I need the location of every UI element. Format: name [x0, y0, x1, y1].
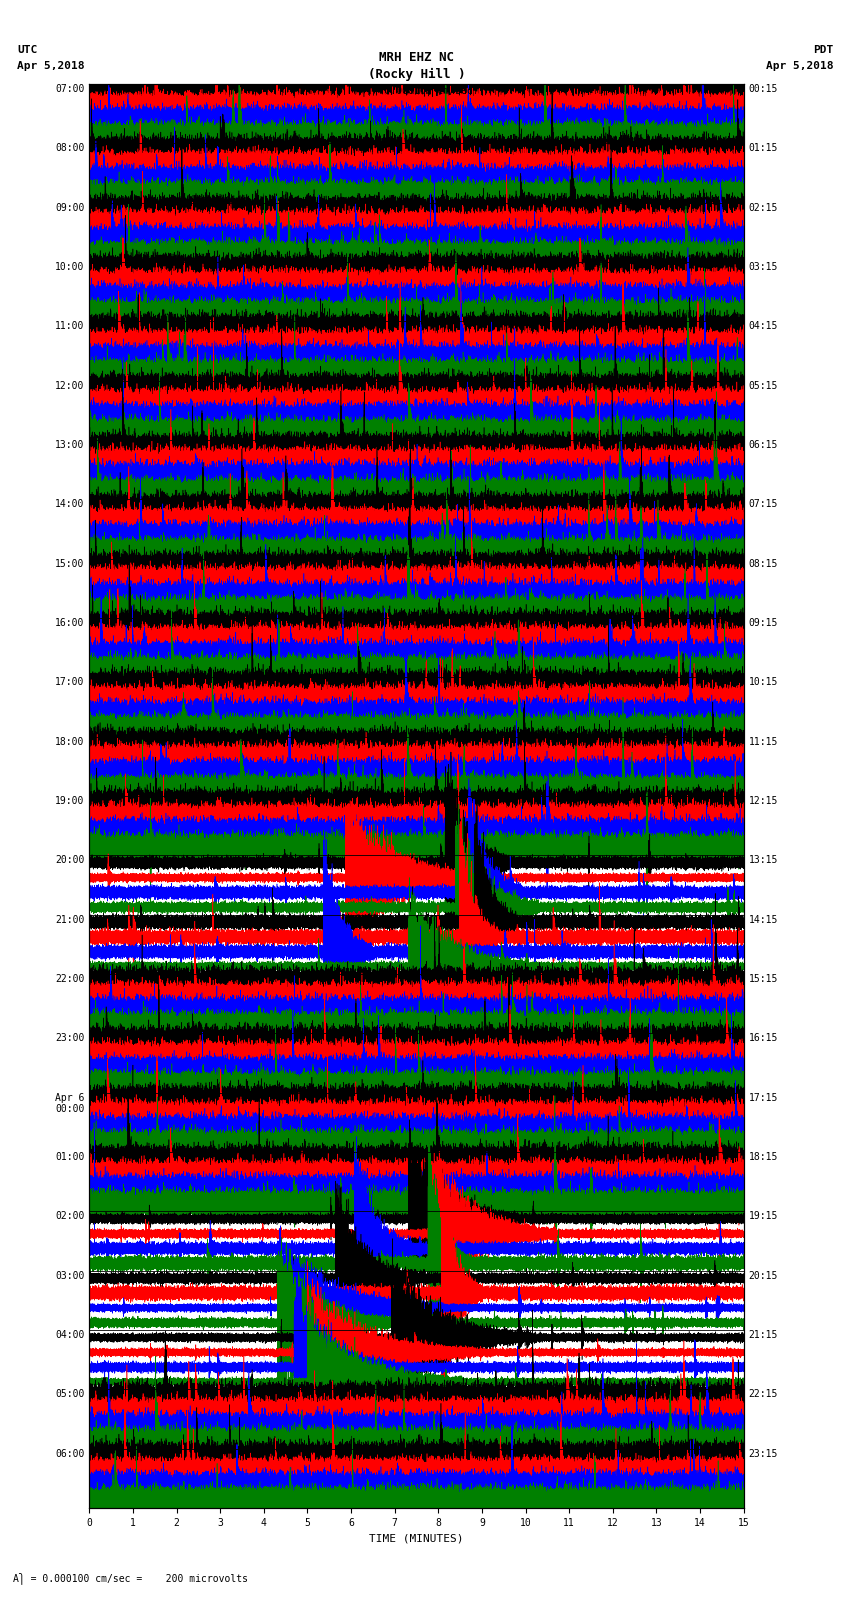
Bar	[89, 203, 155, 261]
Text: Apr 5,2018: Apr 5,2018	[17, 61, 84, 71]
Bar	[89, 440, 167, 500]
Bar	[89, 144, 167, 203]
Bar	[89, 261, 155, 321]
Text: MRH EHZ NC: MRH EHZ NC	[379, 50, 454, 65]
Bar	[89, 321, 155, 381]
Bar	[89, 84, 167, 144]
Text: A⎫ = 0.000100 cm/sec =    200 microvolts: A⎫ = 0.000100 cm/sec = 200 microvolts	[13, 1573, 247, 1584]
Bar	[89, 381, 167, 440]
Bar	[89, 440, 155, 500]
Bar	[89, 84, 155, 144]
Bar	[89, 203, 167, 261]
Bar	[89, 381, 155, 440]
Bar	[89, 797, 155, 855]
Bar	[89, 618, 155, 677]
Bar	[89, 677, 155, 737]
Text: Apr 5,2018: Apr 5,2018	[766, 61, 833, 71]
Bar	[89, 500, 155, 558]
Bar	[89, 558, 155, 618]
Text: UTC: UTC	[17, 45, 37, 55]
Bar	[89, 737, 155, 797]
Bar	[89, 144, 155, 203]
X-axis label: TIME (MINUTES): TIME (MINUTES)	[369, 1534, 464, 1544]
Bar	[89, 261, 167, 321]
Bar	[89, 321, 167, 381]
Text: PDT: PDT	[813, 45, 833, 55]
Text: (Rocky Hill ): (Rocky Hill )	[368, 68, 465, 81]
Text: ⎫ = 0.000100 cm/sec: ⎫ = 0.000100 cm/sec	[360, 84, 473, 95]
